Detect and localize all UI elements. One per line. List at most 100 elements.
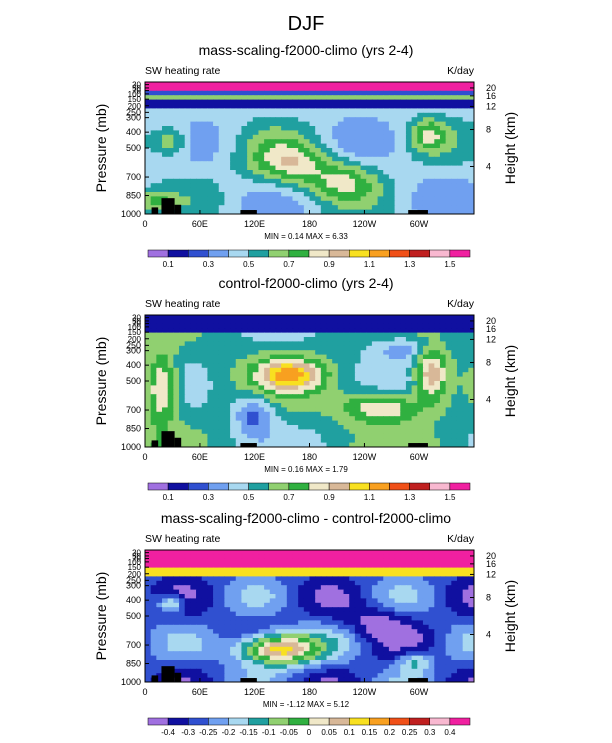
field-cell (269, 550, 277, 555)
field-cell (269, 350, 277, 356)
field-cell (360, 442, 367, 447)
field-cell (439, 337, 447, 342)
field-cell (201, 372, 208, 378)
field-cell (258, 205, 265, 211)
field-cell (394, 398, 401, 404)
field-cell (422, 196, 430, 202)
field-cell (303, 345, 311, 351)
field-cell (230, 607, 237, 613)
field-cell (371, 126, 379, 131)
field-cell (264, 407, 271, 413)
field-cell (320, 607, 328, 613)
field-cell (451, 425, 458, 430)
field-cell (434, 633, 441, 639)
x-tick-label: 60E (192, 219, 208, 229)
field-cell (258, 99, 265, 105)
field-cell (156, 170, 163, 175)
field-cell (230, 629, 237, 635)
field-cell (309, 594, 316, 599)
field-cell (167, 328, 174, 334)
field-cell (230, 117, 237, 123)
field-cell (377, 126, 384, 131)
field-cell (241, 594, 248, 599)
field-cell (258, 337, 265, 342)
height-tick-label: 8 (486, 358, 491, 368)
field-cell (383, 624, 390, 630)
field-cell (298, 602, 305, 608)
field-cell (451, 187, 458, 193)
field-cell (145, 332, 152, 338)
field-cell (145, 554, 152, 560)
field-cell (366, 337, 373, 342)
field-cell (411, 438, 418, 444)
field-cell (332, 148, 339, 153)
field-cell (264, 112, 271, 118)
field-cell (343, 148, 350, 153)
field-cell (207, 192, 214, 197)
field-cell (264, 620, 271, 626)
field-cell (292, 429, 299, 435)
field-cell (150, 385, 157, 391)
field-cell (252, 433, 260, 439)
field-cell (292, 345, 299, 351)
field-cell (286, 411, 294, 417)
field-cell (371, 385, 379, 391)
field-cell (150, 134, 157, 140)
field-cell (275, 385, 282, 391)
field-cell (360, 99, 367, 105)
field-cell (184, 429, 191, 435)
field-cell (196, 187, 203, 193)
field-cell (145, 580, 152, 586)
field-cell (309, 598, 316, 604)
field-cell (173, 389, 180, 395)
field-cell (343, 367, 350, 373)
field-cell (360, 607, 367, 613)
field-cell (235, 143, 243, 149)
field-cell (201, 572, 208, 577)
field-cell (400, 394, 407, 400)
field-cell (354, 620, 362, 626)
field-cell (230, 429, 237, 435)
field-cell (150, 411, 157, 417)
field-cell (224, 550, 231, 555)
field-cell (349, 633, 356, 639)
field-cell (388, 576, 396, 582)
field-cell (332, 554, 339, 560)
field-cell (456, 315, 464, 320)
field-cell (343, 385, 350, 391)
field-cell (320, 209, 328, 214)
field-cell (456, 385, 464, 391)
field-cell (213, 200, 220, 206)
field-cell (303, 200, 311, 206)
field-cell (337, 554, 345, 560)
field-cell (405, 112, 413, 118)
field-cell (252, 607, 260, 613)
field-cell (451, 332, 458, 338)
colorbar-swatch (328, 482, 350, 491)
field-cell (405, 416, 413, 422)
field-cell (377, 359, 384, 364)
field-cell (337, 209, 345, 214)
field-cell (213, 425, 220, 430)
field-cell (235, 550, 243, 555)
field-cell (383, 407, 390, 413)
field-cell (196, 425, 203, 430)
field-cell (349, 196, 356, 202)
field-cell (190, 616, 197, 621)
field-cell (269, 82, 277, 87)
field-cell (377, 598, 384, 604)
field-cell (422, 156, 430, 162)
field-cell (383, 633, 390, 639)
field-cell (145, 337, 152, 342)
field-cell (360, 589, 367, 595)
field-cell (292, 134, 299, 140)
field-cell (332, 598, 339, 604)
field-cell (337, 192, 345, 197)
field-cell (462, 376, 469, 382)
field-cell (162, 315, 169, 320)
field-cell (383, 315, 390, 320)
field-cell (439, 86, 447, 92)
field-cell (269, 323, 277, 329)
field-cell (235, 611, 243, 617)
field-cell (468, 187, 474, 193)
